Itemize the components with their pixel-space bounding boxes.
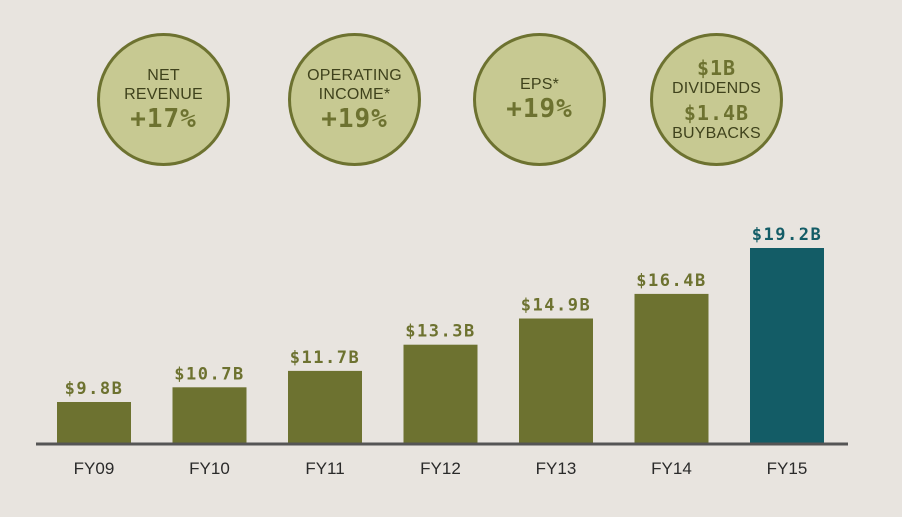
bar-fy15	[750, 248, 824, 443]
bar-value-label: $11.7B	[290, 348, 360, 368]
bar-value-label: $19.2B	[752, 225, 822, 245]
eps-circle: EPS* +19%	[473, 33, 606, 166]
operating-income-value: +19%	[321, 103, 388, 134]
dividends-value: $1B	[696, 55, 737, 80]
bar-fy13	[519, 318, 593, 443]
bar-value-label: $10.7B	[174, 364, 244, 384]
dividends-label: DIVIDENDS	[672, 79, 761, 97]
x-tick-label: FY12	[420, 459, 461, 478]
eps-label: EPS*	[519, 76, 560, 93]
bar-fy12	[403, 344, 478, 443]
bar-value-label: $16.4B	[636, 271, 706, 291]
eps-value: +19%	[506, 94, 573, 124]
x-tick-label: FY10	[189, 459, 230, 478]
bar-fy10	[172, 387, 247, 443]
bar-value-label: $14.9B	[521, 296, 591, 316]
buybacks-label: BUYBACKS	[672, 124, 761, 142]
x-tick-label: FY09	[74, 459, 115, 478]
bar-value-label: $13.3B	[405, 322, 475, 342]
net-revenue-circle: NET REVENUE +17%	[97, 33, 230, 166]
operating-income-circle: OPERATING INCOME* +19%	[288, 33, 421, 166]
bar-fy09	[57, 402, 131, 443]
x-tick-label: FY11	[305, 459, 344, 478]
buybacks-value: $1.4B	[683, 100, 750, 125]
bar-fy11	[288, 370, 362, 443]
x-tick-label: FY15	[767, 459, 808, 478]
bar-fy14	[634, 293, 709, 443]
net-revenue-label: NET REVENUE	[124, 66, 203, 103]
net-revenue-value: +17%	[130, 103, 197, 134]
x-tick-label: FY14	[651, 459, 692, 478]
bar-value-label: $9.8B	[65, 379, 124, 399]
operating-income-label: OPERATING INCOME*	[307, 66, 402, 103]
bars-layer: $9.8B FY09 $10.7B FY10 $11.7B FY11 $13.3B FY12 $…	[57, 225, 824, 478]
shareholder-returns-circle: $1B DIVIDENDS $1.4B BUYBACKS	[650, 33, 783, 166]
x-tick-label: FY13	[536, 459, 577, 478]
